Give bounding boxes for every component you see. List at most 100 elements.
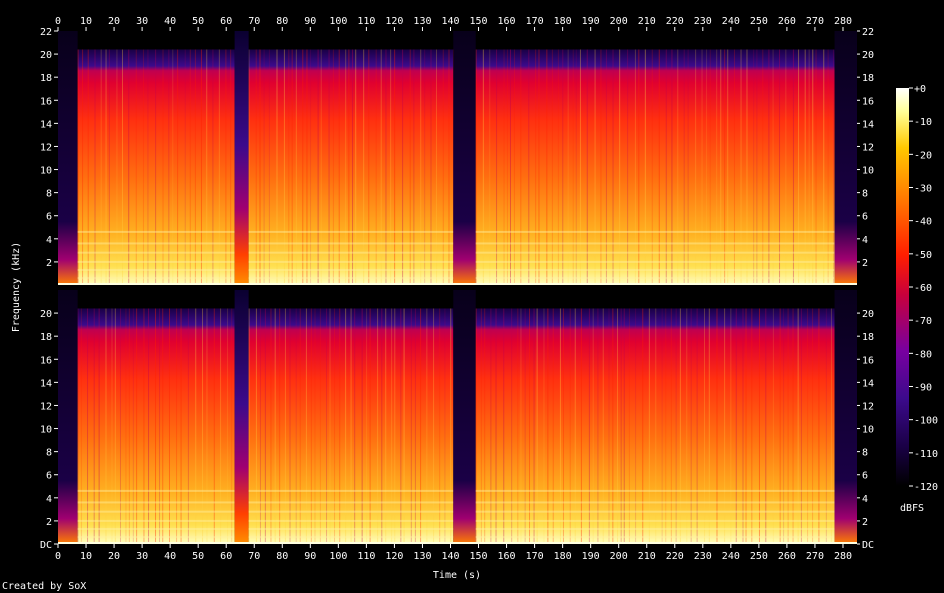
harmonic-band <box>475 268 835 271</box>
texture-streak <box>206 49 208 285</box>
texture-streak <box>450 308 452 544</box>
texture-streak <box>295 49 297 285</box>
colorbar-tick-label: -30 <box>914 184 932 195</box>
y-tick-label-left: 16 <box>40 355 52 366</box>
texture-streak <box>305 308 307 544</box>
x-tick-label-bottom: 20 <box>108 551 120 562</box>
texture-streak <box>202 308 204 544</box>
harmonic-band <box>77 536 235 539</box>
texture-streak <box>172 49 174 285</box>
harmonic-band <box>475 489 835 492</box>
harmonic-band <box>248 230 454 233</box>
y-tick-label-left: 8 <box>46 448 52 459</box>
dc-line <box>58 283 857 285</box>
x-tick-label-bottom: 260 <box>778 551 796 562</box>
y-tick-label-right: 10 <box>862 425 874 436</box>
segment-2 <box>234 31 249 285</box>
texture-streak <box>363 49 365 285</box>
texture-streak <box>328 49 330 285</box>
texture-streak <box>128 49 130 285</box>
x-tick-label-top: 180 <box>554 16 572 27</box>
texture-streak <box>82 49 84 285</box>
y-tick-label-right: 10 <box>862 166 874 177</box>
texture-streak <box>543 308 545 544</box>
colorbar-tick-label: -100 <box>914 416 938 427</box>
texture-streak <box>800 308 802 544</box>
y-tick-label-left: 18 <box>40 332 52 343</box>
x-tick-label-top: 160 <box>498 16 516 27</box>
texture-streak <box>332 49 334 285</box>
texture-streak <box>574 308 576 544</box>
y-tick-label-left: 6 <box>46 471 52 482</box>
texture-streak <box>338 49 340 285</box>
texture-streak <box>289 308 291 544</box>
texture-streak <box>586 49 588 285</box>
texture-streak <box>783 308 785 544</box>
texture-streak <box>517 308 519 544</box>
x-tick-label-top: 50 <box>192 16 204 27</box>
texture-streak <box>686 308 688 544</box>
texture-streak <box>400 308 402 544</box>
harmonic-band <box>77 260 235 263</box>
harmonic-band <box>248 510 454 513</box>
texture-streak <box>345 49 347 285</box>
texture-streak <box>195 308 197 544</box>
texture-streak <box>381 308 383 544</box>
texture-streak <box>288 49 290 285</box>
texture-streak <box>655 308 657 544</box>
harmonic-band <box>475 251 835 254</box>
harmonic-band <box>475 501 835 504</box>
harmonic-band <box>475 510 835 513</box>
x-tick-label-top: 260 <box>778 16 796 27</box>
texture-streak <box>547 308 549 544</box>
harmonic-band <box>248 527 454 530</box>
y-tick-label-right: 14 <box>862 119 874 130</box>
harmonic-band <box>475 242 835 245</box>
texture-streak <box>122 49 124 285</box>
x-tick-label-bottom: 50 <box>192 551 204 562</box>
channel-panel-1 <box>58 31 857 285</box>
colorbar-tick-label: -80 <box>914 349 932 360</box>
y-tick-label-left: 12 <box>40 401 52 412</box>
y-tick-label-left: DC <box>40 540 52 551</box>
segment-4 <box>453 290 476 544</box>
texture-streak <box>248 308 250 544</box>
texture-streak <box>180 308 182 544</box>
x-tick-label-bottom: 150 <box>469 551 487 562</box>
texture-streak <box>119 308 121 544</box>
harmonic-band <box>475 519 835 522</box>
texture-streak <box>369 308 371 544</box>
texture-streak <box>385 49 387 285</box>
x-tick-label-bottom: 40 <box>164 551 176 562</box>
texture-streak <box>94 49 96 285</box>
texture-streak <box>227 308 229 544</box>
spectrogram-panels <box>58 31 857 544</box>
texture-streak <box>98 308 100 544</box>
texture-streak <box>779 308 781 544</box>
texture-streak <box>394 308 396 544</box>
harmonic-band <box>77 519 235 522</box>
texture-streak <box>612 308 614 544</box>
texture-streak <box>724 308 726 544</box>
colorbar-ticks: +0 -10 -20 -30 -40 -50 -60 -70 -80 -90 -100 -110 -12… <box>909 84 938 493</box>
texture-streak <box>792 49 794 285</box>
texture-streak <box>414 308 416 544</box>
x-tick-label-top: 140 <box>441 16 459 27</box>
x-tick-label-bottom: 110 <box>357 551 375 562</box>
y-tick-label-right: 6 <box>862 471 868 482</box>
y-tick-label-right: 20 <box>862 309 874 320</box>
texture-streak <box>279 308 281 544</box>
x-tick-label-bottom: 10 <box>80 551 92 562</box>
texture-streak <box>114 308 116 544</box>
texture-streak <box>792 308 794 544</box>
harmonic-band <box>475 527 835 530</box>
texture-streak <box>87 49 89 285</box>
texture-streak <box>366 308 368 544</box>
texture-streak <box>695 49 697 285</box>
y-tick-label-right: 18 <box>862 73 874 84</box>
segment-3 <box>248 49 454 285</box>
texture-streak <box>484 308 486 544</box>
texture-streak <box>665 49 667 285</box>
texture-streak <box>807 308 809 544</box>
y-tick-label-left: 16 <box>40 96 52 107</box>
